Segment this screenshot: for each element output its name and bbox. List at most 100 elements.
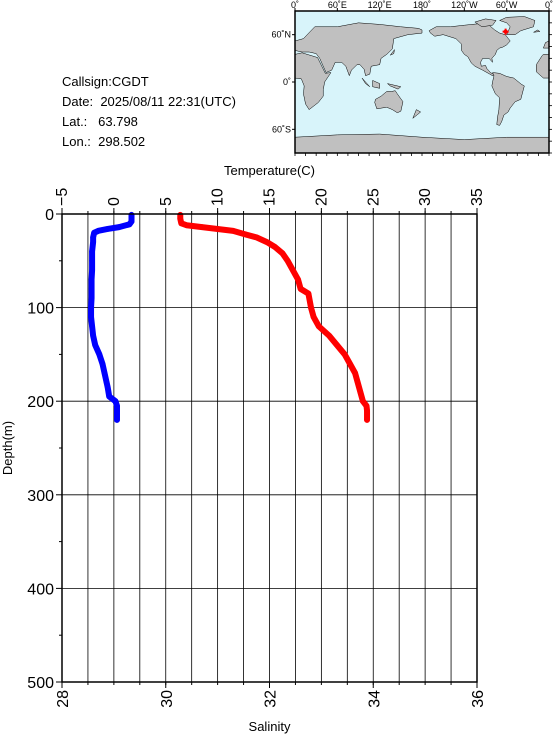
temp-tick-label-8: 35	[469, 188, 486, 206]
date-value: 2025/08/11 22:31(UTC)	[100, 94, 236, 109]
map-land-12	[474, 18, 497, 28]
map-lon-label-0: 0˚	[291, 0, 299, 10]
salinity-point-1	[177, 215, 184, 222]
lon-label: Lon.:	[62, 134, 91, 149]
salinity-point-6	[230, 228, 236, 234]
depth-tick-label-2: 200	[27, 394, 54, 411]
map-land-6	[387, 83, 402, 90]
map-lon-label-2: 120˚E	[368, 0, 392, 10]
temperature-point-17	[88, 314, 94, 320]
temp-tick-label-4: 15	[262, 188, 279, 206]
map-lon-label-6: 0˚	[545, 0, 553, 10]
map-land-5	[372, 80, 380, 89]
temperature-point-13	[88, 276, 95, 283]
salinity-point-2	[178, 220, 185, 227]
temperature-point-30	[114, 417, 120, 423]
salinity-point-4	[199, 224, 205, 230]
temperature-point-20	[92, 342, 98, 348]
sal-tick-label-3: 34	[366, 690, 383, 708]
salinity-point-25	[354, 379, 361, 386]
temperature-point-8	[90, 234, 96, 241]
salinity-point-22	[341, 351, 348, 358]
salinity-point-16	[305, 290, 312, 297]
map-land-10	[491, 72, 525, 126]
temperature-point-7	[91, 229, 97, 236]
sal-tick-label-2: 32	[263, 690, 280, 708]
temp-tick-label-0: −5	[54, 188, 71, 206]
salinity-point-15	[297, 286, 304, 292]
temperature-point-24	[103, 379, 110, 386]
temperature-point-26	[106, 393, 113, 400]
temperature-point-15	[88, 295, 95, 302]
temp-tick-label-7: 30	[417, 188, 434, 206]
depth-tick-label-0: 0	[45, 207, 54, 224]
map-lat-label-1: 0˚	[283, 77, 291, 87]
map-land-14	[390, 49, 395, 56]
map-land-4	[374, 90, 404, 114]
salinity-point-17	[308, 304, 314, 311]
salinity-point-21	[334, 342, 340, 348]
sal-axis-label: Salinity	[249, 719, 291, 734]
map-land-13	[533, 29, 541, 33]
temperature-point-23	[101, 370, 108, 376]
station-info: Callsign:CGDT Date: 2025/08/11 22:31(UTC…	[62, 72, 236, 152]
salinity-point-27	[360, 398, 366, 405]
salinity-point-12	[284, 258, 291, 264]
salinity-point-5	[214, 226, 221, 232]
salinity-point-11	[279, 250, 286, 257]
salinity-point-28	[363, 403, 370, 409]
salinity-point-18	[310, 314, 317, 320]
depth-tick-label-5: 500	[27, 675, 54, 692]
salinity-point-7	[243, 231, 249, 238]
callsign-row: Callsign:CGDT	[62, 72, 236, 92]
temp-tick-label-3: 10	[210, 188, 227, 206]
temperature-point-3	[126, 221, 133, 228]
temperature-point-28	[114, 403, 120, 409]
salinity-point-20	[326, 332, 332, 339]
depth-axis-label: Depth(m)	[0, 421, 15, 475]
map-lat-label-2: 60˚S	[272, 124, 291, 134]
salinity-point-19	[315, 323, 322, 330]
temp-tick-label-2: 5	[158, 197, 175, 206]
callsign-label: Callsign:	[62, 74, 112, 89]
temp-tick-label-5: 20	[313, 188, 330, 206]
temperature-point-14	[88, 286, 95, 292]
date-label: Date:	[62, 94, 94, 109]
map-lon-label-4: 120˚W	[451, 0, 478, 10]
sal-tick-label-0: 28	[55, 690, 72, 708]
map-lon-label-1: 60˚E	[328, 0, 347, 10]
temp-axis-label: Temperature(C)	[224, 163, 315, 178]
temperature-point-22	[99, 360, 106, 367]
salinity-point-10	[271, 243, 278, 250]
temperature-point-29	[114, 407, 120, 414]
salinity-point-24	[352, 370, 358, 376]
map-lon-label-5: 60˚W	[496, 0, 518, 10]
temperature-point-19	[90, 332, 96, 339]
lat-value: 63.798	[98, 114, 138, 129]
lat-label: Lat.:	[62, 114, 88, 129]
lat-row: Lat.: 63.798	[62, 112, 236, 132]
station-marker-dot	[503, 29, 508, 34]
map-land-7	[361, 77, 370, 87]
map-land-8	[412, 109, 422, 120]
temperature-point-12	[89, 267, 95, 273]
salinity-point-30	[364, 417, 370, 423]
temperature-point-9	[90, 239, 96, 245]
temperature-point-21	[96, 351, 103, 358]
temperature-point-10	[89, 248, 95, 255]
map-lon-label-3: 180˚	[413, 0, 431, 10]
temperature-point-16	[88, 304, 94, 311]
temp-tick-label-1: 0	[106, 197, 123, 206]
salinity-point-8	[253, 234, 260, 241]
sal-tick-label-4: 36	[470, 690, 487, 708]
salinity-point-26	[357, 389, 364, 395]
lon-row: Lon.: 298.502	[62, 132, 236, 152]
plot-frame	[61, 213, 478, 683]
salinity-point-9	[264, 239, 270, 245]
temperature-point-27	[112, 398, 119, 405]
map-land-0	[294, 22, 423, 77]
lon-value: 298.502	[98, 134, 146, 149]
salinity-point-13	[290, 267, 296, 273]
